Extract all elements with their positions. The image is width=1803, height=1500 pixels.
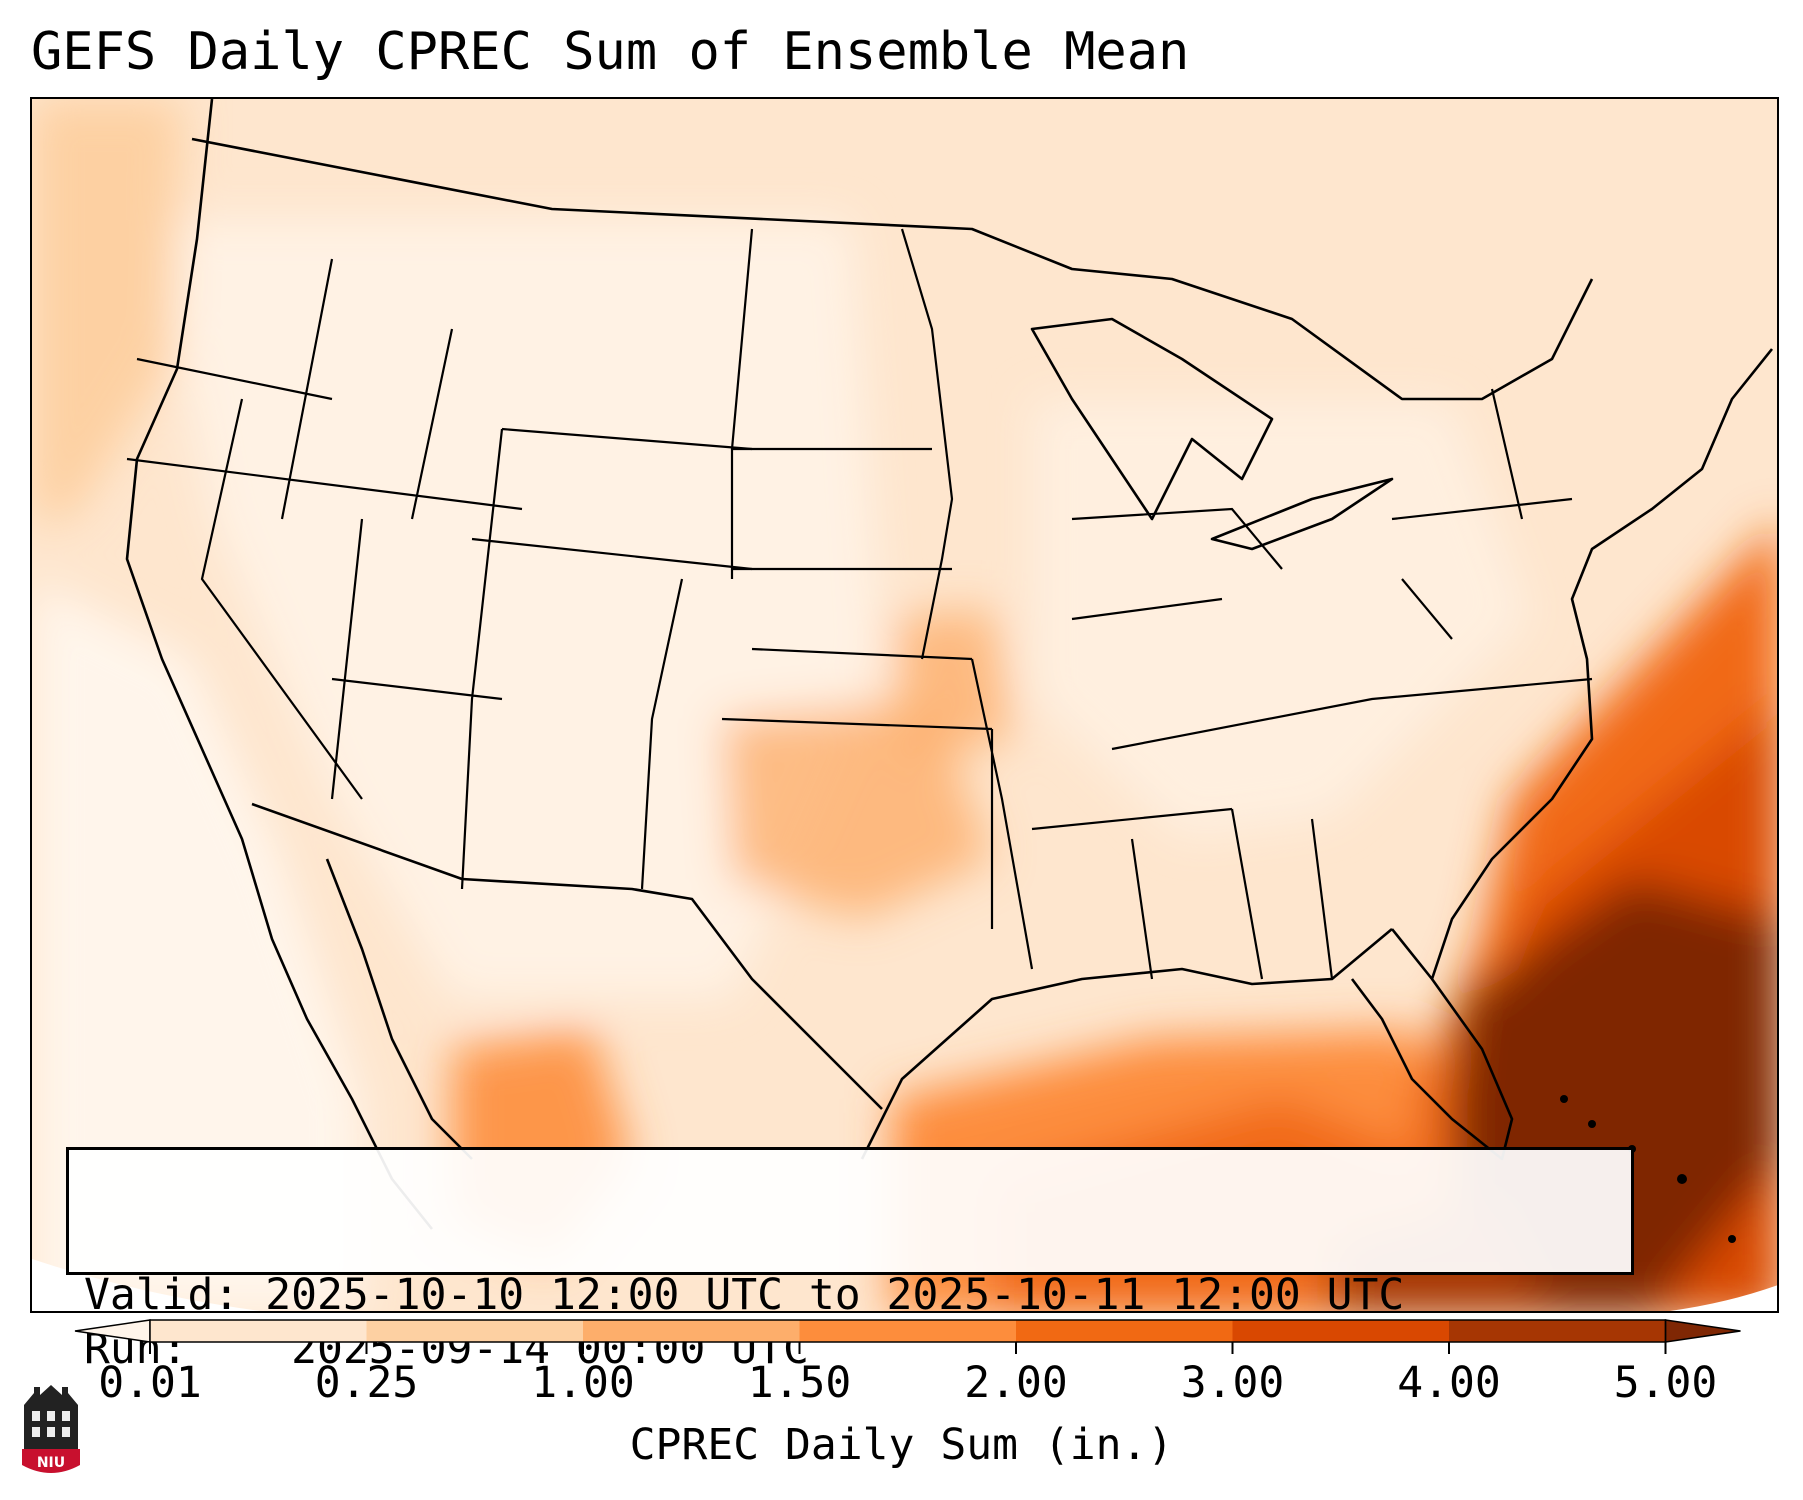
- valid-value: 2025-10-10 12:00 UTC to 2025-10-11 12:00…: [265, 1270, 1405, 1320]
- logo-text: NIU: [37, 1455, 65, 1471]
- colorbar-outline: [149, 1319, 1667, 1343]
- island: [1677, 1174, 1687, 1184]
- projection-corner-right: [1669, 1285, 1777, 1311]
- colorbar-segment: [1016, 1320, 1233, 1342]
- precip-map: [30, 97, 1779, 1313]
- coastline: [125, 99, 434, 1230]
- interior-west-light: [152, 219, 882, 999]
- projection-corner-left: [32, 1259, 261, 1311]
- colorbar-tick-label: 0.25: [314, 1358, 419, 1408]
- pacific-tint: [32, 99, 182, 519]
- pacific-band: [32, 579, 362, 1311]
- colorbar-title: CPREC Daily Sum (in.): [629, 1420, 1174, 1470]
- island: [1560, 1095, 1568, 1103]
- kansas-enhance: [892, 609, 1012, 759]
- colorbar-tick-label: 4.00: [1397, 1358, 1501, 1408]
- colorbar-segment: [799, 1320, 1017, 1342]
- logo-shield: [22, 1449, 80, 1473]
- logo-window: [62, 1427, 70, 1437]
- logo-window: [47, 1427, 55, 1437]
- canada-border: [191, 137, 1594, 401]
- colorbar-segment: [1449, 1320, 1666, 1342]
- colorbar-tick-label: 5.00: [1613, 1358, 1718, 1408]
- lake-erie: [1210, 477, 1394, 551]
- colorbar-segment: [366, 1320, 584, 1342]
- colorbar-tick-label: 3.00: [1180, 1358, 1285, 1408]
- logo-window: [47, 1411, 55, 1421]
- colorbar-extend-low: [74, 1319, 151, 1343]
- colorbar: [74, 1319, 1741, 1354]
- east-coast: [1430, 348, 1774, 980]
- valid-label: Valid:: [84, 1270, 240, 1320]
- gulf-coast: [860, 928, 1393, 1160]
- state-lines-east: [1031, 388, 1593, 980]
- colorbar-tick-label: 2.00: [964, 1358, 1068, 1408]
- logo-window: [62, 1411, 70, 1421]
- colorbar-segment: [583, 1320, 800, 1342]
- colorbar-tick-label: 1.50: [747, 1358, 852, 1408]
- state-lines-plains: [721, 228, 1034, 970]
- state-lines-west: [126, 258, 753, 890]
- colorbar-segment: [1232, 1320, 1450, 1342]
- baja-coast: [325, 858, 473, 1160]
- colorbar-tick-label: 1.00: [531, 1358, 635, 1408]
- colorbar-extend-high: [1664, 1319, 1741, 1343]
- valid-row: Valid: 2025-10-10 12:00 UTC to 2025-10-1…: [84, 1268, 1631, 1322]
- colorbar-segment: [150, 1320, 367, 1342]
- great-lakes: [1030, 317, 1274, 521]
- island: [1728, 1235, 1736, 1243]
- island: [1588, 1120, 1596, 1128]
- valid-run-box: Valid: 2025-10-10 12:00 UTC to 2025-10-1…: [66, 1147, 1634, 1374]
- logo-window: [32, 1427, 40, 1437]
- colorbar-tick-label: 0.01: [98, 1358, 202, 1408]
- niu-logo: NIU: [22, 1385, 80, 1473]
- chart-title: GEFS Daily CPREC Sum of Ensemble Mean: [31, 22, 1190, 82]
- logo-window: [32, 1411, 40, 1421]
